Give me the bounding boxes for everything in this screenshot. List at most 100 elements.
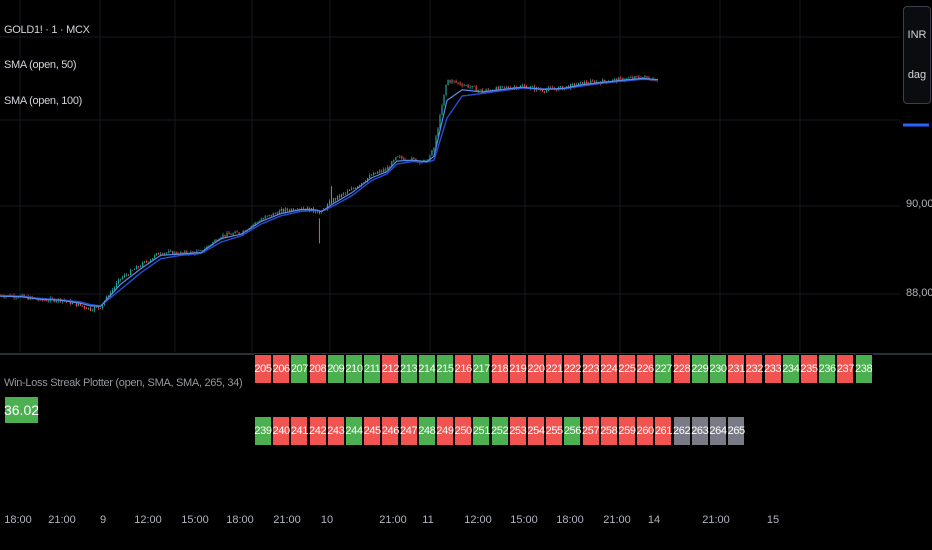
candle-body	[403, 158, 405, 161]
candle-body	[622, 78, 624, 81]
candle-body	[81, 305, 83, 307]
candle-body	[604, 79, 606, 82]
candle-body	[578, 82, 580, 85]
streak-cell: 223	[581, 354, 600, 384]
candle-body	[463, 85, 465, 86]
candle-body	[132, 269, 134, 271]
candle-body	[154, 255, 156, 259]
candle-body	[435, 136, 437, 148]
grid-lines	[0, 0, 900, 352]
candle-body	[200, 250, 202, 251]
streak-cell: 210	[345, 354, 363, 384]
candle-body	[252, 224, 254, 227]
candle-body	[162, 253, 164, 255]
candle-body	[95, 306, 98, 308]
candle-body	[136, 266, 138, 270]
candle-body	[443, 94, 445, 106]
streak-cell: 213	[399, 354, 418, 384]
sma100-legend[interactable]: SMA (open, 100)	[4, 95, 83, 107]
time-label: 11	[422, 514, 434, 526]
candle-body	[258, 221, 260, 223]
candle-body	[531, 86, 534, 88]
candle-body	[87, 307, 90, 309]
candle-body	[399, 156, 401, 158]
streak-cell: 237	[836, 354, 855, 384]
candle-body	[150, 259, 152, 262]
candle-body	[278, 210, 280, 215]
candle-body	[523, 85, 525, 87]
candle-body	[592, 80, 594, 82]
streak-cell: 255	[545, 416, 564, 446]
candle-body	[353, 188, 355, 189]
candle-body	[306, 207, 309, 211]
candle-body	[214, 240, 216, 242]
streak-cell: 216	[454, 354, 473, 384]
candle-body	[481, 89, 483, 92]
candle-body	[336, 195, 339, 200]
candle-body	[638, 76, 640, 79]
candle-body	[359, 185, 361, 187]
candle-body	[451, 80, 453, 83]
candle-body	[97, 306, 100, 308]
candle-body	[274, 213, 276, 214]
symbol-legend[interactable]: GOLD1! · 1 · MCX	[4, 24, 90, 36]
candle-body	[397, 156, 399, 158]
candle-body	[582, 81, 584, 85]
candle-body	[425, 159, 427, 161]
candle-body	[280, 208, 282, 211]
candle-body	[471, 85, 473, 88]
candle-body	[367, 178, 369, 182]
candle-body	[389, 167, 391, 168]
streak-cell: 258	[599, 416, 618, 446]
candle-body	[614, 78, 616, 80]
candle-body	[228, 232, 230, 235]
streak-cell: 243	[326, 416, 345, 446]
currency-label: INR	[907, 29, 927, 41]
candle-body	[479, 89, 481, 91]
indicator-legend[interactable]: Win-Loss Streak Plotter (open, SMA, SMA,…	[4, 377, 243, 389]
candle-body	[101, 304, 104, 309]
candle-body	[385, 169, 387, 170]
candle-body	[519, 85, 521, 88]
candle-body	[55, 300, 57, 302]
candle-body	[467, 85, 469, 88]
candle-body	[395, 157, 397, 160]
candle-body	[445, 85, 447, 95]
candle-body	[119, 278, 122, 280]
candle-body	[115, 283, 118, 288]
time-label: 21:00	[273, 514, 301, 526]
candle-body	[499, 86, 501, 89]
candle-body	[602, 79, 604, 84]
candle-body	[455, 81, 457, 83]
currency-unit-badge[interactable]: INR dag	[903, 6, 931, 104]
candle-body	[236, 231, 238, 233]
candle-body	[342, 193, 345, 195]
candle-body	[377, 172, 379, 174]
candle-body	[618, 77, 620, 82]
streak-cell: 247	[399, 416, 418, 446]
candle-body	[375, 172, 377, 174]
candle-body	[234, 231, 236, 234]
candle-body	[85, 307, 87, 309]
sma50-legend[interactable]: SMA (open, 50)	[4, 59, 77, 71]
time-label: 18:00	[556, 514, 584, 526]
candle-body	[83, 306, 85, 308]
streak-cell: 228	[672, 354, 691, 384]
streak-cell: 257	[581, 416, 600, 446]
streak-cell: 209	[326, 354, 345, 384]
candle-body	[260, 219, 262, 222]
candle-body	[433, 147, 435, 151]
streak-cell: 248	[417, 416, 436, 446]
candle-body	[503, 86, 505, 88]
candle-body	[75, 302, 77, 306]
candle-body	[570, 84, 572, 89]
candle-body	[176, 252, 178, 255]
candle-body	[541, 89, 544, 92]
candle-body	[473, 85, 475, 87]
candle-body	[71, 302, 73, 304]
streak-cell: 215	[436, 354, 454, 384]
candle-body	[431, 150, 433, 156]
price-chart[interactable]	[0, 0, 932, 356]
candle-body	[21, 294, 23, 296]
candle-body	[485, 89, 487, 91]
